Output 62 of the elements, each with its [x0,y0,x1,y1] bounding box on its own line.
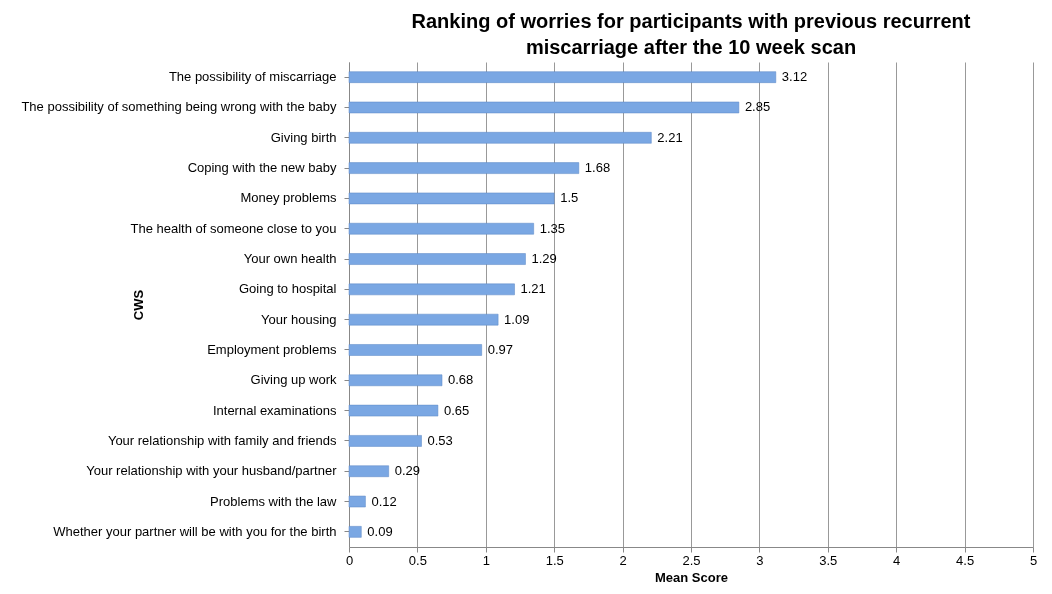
y-axis-title: CWS [130,289,146,321]
x-tick-label: 3 [756,552,764,568]
data-label: 1.5 [560,190,579,206]
bar [348,101,740,114]
bar [348,313,499,326]
data-label: 1.29 [531,251,557,267]
bar [348,132,652,144]
bar [348,495,366,508]
y-tick-label: Problems with the law [210,493,338,509]
bar [348,374,443,387]
y-tick-label: Going to hospital [238,281,337,297]
data-label: 2.85 [744,99,771,115]
y-tick-label: Employment problems [207,341,337,357]
x-tick-label: 1.5 [545,552,564,568]
y-tick-label: Giving up work [250,372,337,388]
data-label: 2.21 [657,129,683,145]
y-tick-label: The possibility of something being wrong with the baby [21,99,337,115]
data-label: 1.21 [520,281,546,297]
bar [348,71,777,83]
y-tick-label: Whether your partner will be with you for the birth [53,523,337,539]
y-tick-label: The health of someone close to you [130,220,337,236]
bar [348,344,482,356]
y-tick-label: Coping with the new baby [187,160,337,176]
data-label: 0.12 [371,493,397,509]
x-tick-label: 4 [893,552,901,568]
y-tick-label: Your relationship with family and friends [107,432,337,448]
x-tick-label: 3.5 [819,552,838,568]
x-tick-label: 0.5 [408,552,427,568]
x-tick-label: 4.5 [956,552,975,568]
data-label: 1.68 [584,160,611,176]
bar [348,465,389,477]
data-label: 0.65 [443,402,470,418]
data-label: 0.09 [367,523,393,539]
bar [348,404,439,417]
y-tick-label: Your housing [261,311,337,327]
bar [348,435,422,447]
x-tick-label: 2.5 [682,552,701,568]
y-tick-label: Your own health [243,251,337,267]
y-tick-label: Your relationship with your husband/partner [86,463,338,479]
data-label: 1.09 [504,311,530,327]
bar [348,526,362,538]
x-tick-label: 0 [345,552,354,568]
x-tick-label: 5 [1029,552,1038,568]
data-label: 0.97 [487,341,514,357]
bar [348,162,580,174]
data-label: 3.12 [781,69,808,85]
data-label: 1.35 [539,220,565,236]
y-tick-label: Money problems [240,190,337,206]
x-axis-title: Mean Score [655,569,728,585]
bar [348,283,515,296]
y-tick-label: The possibility of miscarriage [168,69,337,85]
y-tick-label: Giving birth [270,129,337,145]
data-label: 0.68 [448,372,474,388]
bar [348,253,526,265]
bar [348,192,555,205]
y-tick-label: Internal examinations [212,402,337,418]
x-tick-label: 1 [482,552,490,568]
chart-title: Ranking of worries for participants with previous recurrent miscarriage after the 10 week scan [411,10,971,58]
data-label: 0.53 [427,432,453,448]
data-label: 0.29 [394,463,420,479]
x-tick-label: 2 [619,552,627,568]
bar [348,222,534,235]
